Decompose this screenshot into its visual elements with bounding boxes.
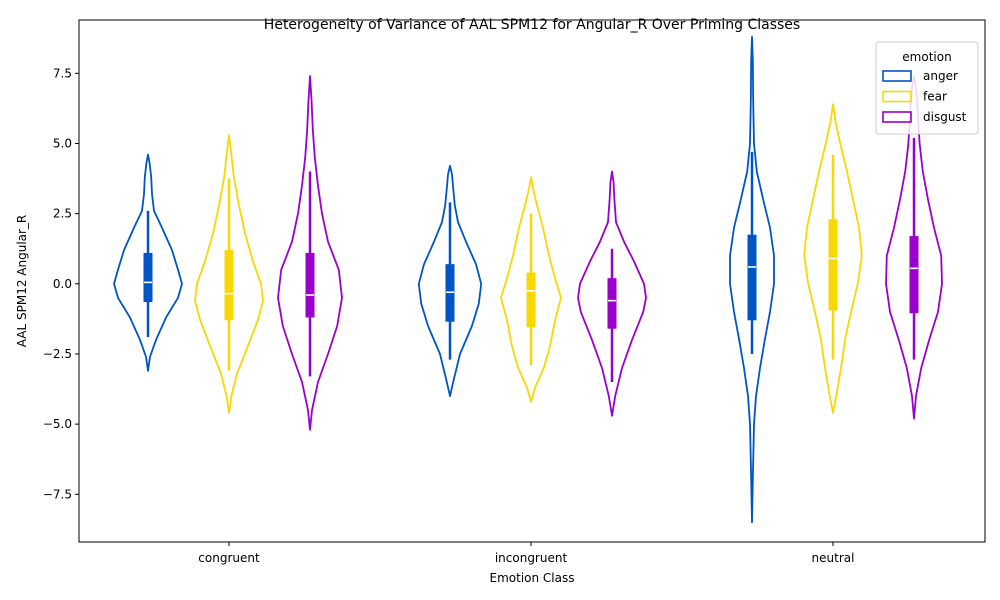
y-tick-label: −7.5 — [43, 487, 72, 501]
legend-label-disgust: disgust — [923, 110, 967, 124]
x-tick-label-neutral: neutral — [812, 551, 855, 565]
violin-fear-neutral — [803, 103, 863, 414]
iqr-box-disgust-neutral — [909, 236, 919, 314]
legend-box — [875, 41, 979, 135]
y-tick-label: 7.5 — [53, 66, 72, 80]
y-tick-label: −5.0 — [43, 417, 72, 431]
iqr-box-anger-neutral — [747, 234, 757, 321]
x-axis: congruent incongruent neutral — [198, 542, 854, 565]
boxes-layer — [143, 137, 919, 383]
legend-swatch-disgust — [882, 111, 912, 123]
y-axis-label: AAL SPM12 Angular_R — [15, 215, 29, 348]
violin-anger-incongruent — [417, 165, 483, 397]
y-tick-label: 0.0 — [53, 277, 72, 291]
legend-items: anger fear disgust — [882, 69, 967, 124]
iqr-box-fear-incongruent — [526, 272, 536, 328]
legend-swatch-anger — [882, 70, 912, 82]
chart-title: Heterogeneity of Variance of AAL SPM12 f… — [264, 17, 800, 33]
iqr-box-fear-congruent — [224, 250, 234, 321]
x-axis-label: Emotion Class — [490, 571, 575, 585]
y-tick-label: 2.5 — [53, 207, 72, 221]
plot-frame — [78, 19, 986, 543]
y-tick-label: 5.0 — [53, 136, 72, 150]
iqr-box-disgust-incongruent — [607, 278, 617, 329]
y-axis: −7.5 −5.0 −2.5 0.0 2.5 5.0 7.5 — [43, 66, 79, 501]
y-tick-label: −2.5 — [43, 347, 72, 361]
legend-title: emotion — [902, 50, 951, 64]
x-tick-label-incongruent: incongruent — [495, 551, 568, 565]
iqr-box-fear-neutral — [828, 219, 838, 311]
iqr-box-disgust-congruent — [305, 252, 315, 318]
violin-disgust-incongruent — [577, 170, 647, 417]
violin-anger-neutral — [729, 35, 775, 524]
legend: emotion anger fear disgust — [875, 41, 979, 135]
violin-fear-congruent — [194, 134, 264, 414]
legend-swatch-fear — [882, 90, 912, 103]
legend-label-fear: fear — [923, 90, 947, 104]
violin-fear-incongruent — [500, 176, 562, 403]
x-tick-label-congruent: congruent — [198, 551, 260, 565]
legend-label-anger: anger — [923, 69, 958, 83]
violin-disgust-congruent — [277, 75, 343, 431]
violin-anger-congruent — [113, 153, 183, 372]
iqr-box-anger-congruent — [143, 252, 153, 303]
